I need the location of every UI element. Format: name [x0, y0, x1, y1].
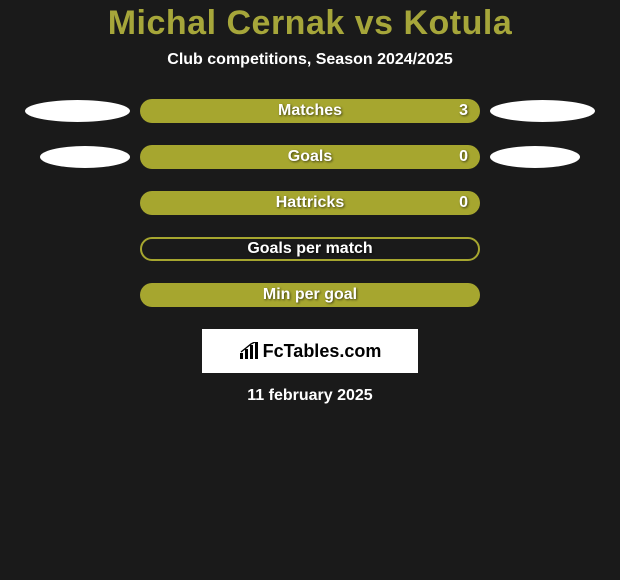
ellipse-right	[490, 100, 595, 122]
date-label: 11 february 2025	[0, 387, 620, 405]
stat-label: Goals	[288, 148, 332, 166]
ellipse-left	[25, 100, 130, 122]
stat-row: Matches 3	[0, 99, 620, 123]
stat-rows: Matches 3 Goals 0 Hattricks 0 Goals per match M…	[0, 99, 620, 307]
stat-row: Min per goal	[0, 283, 620, 307]
barchart-icon	[239, 342, 259, 360]
stat-label: Hattricks	[276, 194, 344, 212]
page-title: Michal Cernak vs Kotula	[0, 4, 620, 43]
stat-label: Goals per match	[247, 240, 372, 258]
stat-bar: Min per goal	[140, 283, 480, 307]
stat-bar: Hattricks 0	[140, 191, 480, 215]
infographic-container: Michal Cernak vs Kotula Club competition…	[0, 0, 620, 405]
stat-bar: Matches 3	[140, 99, 480, 123]
logo-text: FcTables.com	[263, 341, 382, 362]
stat-row: Goals per match	[0, 237, 620, 261]
stat-row: Hattricks 0	[0, 191, 620, 215]
subtitle: Club competitions, Season 2024/2025	[0, 51, 620, 69]
stat-row: Goals 0	[0, 145, 620, 169]
stat-label: Min per goal	[263, 286, 357, 304]
logo-box: FcTables.com	[202, 329, 418, 373]
stat-bar: Goals per match	[140, 237, 480, 261]
stat-bar: Goals 0	[140, 145, 480, 169]
ellipse-right	[490, 146, 580, 168]
stat-value: 0	[459, 148, 468, 166]
ellipse-left	[40, 146, 130, 168]
stat-value: 0	[459, 194, 468, 212]
stat-value: 3	[459, 102, 468, 120]
stat-label: Matches	[278, 102, 342, 120]
